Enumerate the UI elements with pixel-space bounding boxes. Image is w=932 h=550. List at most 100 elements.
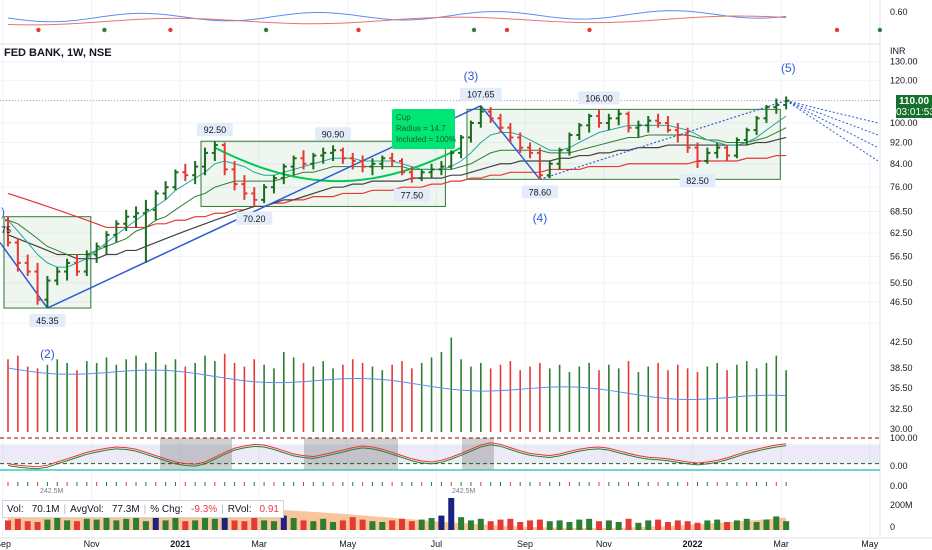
- lower-volume-bar: [113, 520, 120, 530]
- sell-signal-dot: [168, 27, 173, 33]
- lower-volume-bar: [605, 520, 612, 530]
- price-label-box: [521, 185, 558, 199]
- time-axis-tick: May: [861, 539, 879, 549]
- time-axis-tick: Jul: [431, 539, 443, 549]
- lower-volume-bar: [93, 519, 100, 530]
- volume-peak-label: 242.5M: [40, 488, 64, 495]
- price-axis-tick: 92.00: [890, 137, 913, 147]
- lower-volume-bar: [635, 522, 642, 530]
- currency-label: INR: [890, 46, 906, 56]
- price-label-cut: 75: [1, 225, 11, 235]
- time-axis-tick: May: [339, 539, 357, 549]
- price-candles: [5, 96, 790, 309]
- separator: |: [221, 503, 224, 515]
- cup-arc: [214, 146, 462, 183]
- lower-volume-bar: [24, 521, 31, 530]
- sell-signal-dot: [504, 27, 510, 33]
- chg-label: % Chg:: [150, 503, 184, 515]
- lower-volume-bar: [536, 519, 543, 530]
- sell-signal-dot: [587, 27, 592, 33]
- lower-volume-bar: [241, 521, 248, 530]
- sell-signal-dot: [36, 27, 41, 33]
- price-axis-tick: 84.00: [890, 159, 913, 169]
- indicator-line-red: [7, 15, 787, 26]
- lower-volume-bar: [418, 519, 425, 530]
- volume-axis-tick: 38.50: [890, 363, 913, 373]
- lower-volume-bar: [517, 522, 524, 530]
- oscillator-line-d: [7, 444, 787, 470]
- time-axis-tick: Sep: [0, 539, 11, 549]
- elliott-wave-label: (3): [464, 69, 479, 83]
- oscillator-axis-tick: 0.00: [890, 461, 908, 471]
- lower-volume-bar: [497, 519, 504, 530]
- bar-timer: 03:01:53: [896, 107, 932, 118]
- lower-volume-bar: [300, 520, 307, 530]
- price-label: 90.90: [322, 129, 345, 139]
- lower-volume-bar: [162, 520, 169, 530]
- price-label: 107.65: [467, 90, 495, 100]
- price-axis: 0.6042.5038.5035.5032.5030.00100.000.000…: [890, 7, 918, 532]
- volume-legend[interactable]: Vol: 70.1M | AvgVol: 77.3M | % Chg: -9.3…: [2, 500, 284, 518]
- lower-volume-bar: [339, 520, 346, 530]
- oscillator-highlight: [160, 438, 232, 470]
- lower-volume-bar: [664, 522, 671, 530]
- volume-histogram-panel: [7, 337, 787, 432]
- lower-volume-bar: [103, 518, 110, 530]
- lower-volume-bar: [674, 520, 681, 530]
- lower-volume-bar: [54, 517, 61, 530]
- price-axis-tick: 50.50: [890, 278, 913, 288]
- sell-signal-dot: [356, 27, 361, 33]
- price-axis-tick: 46.50: [890, 297, 913, 307]
- time-axis-tick: Mar: [773, 539, 789, 549]
- time-axis-tick: Nov: [84, 539, 101, 549]
- lower-volume-bar: [743, 518, 750, 530]
- price-label-box: [315, 127, 352, 141]
- lower-volume-bar: [773, 516, 780, 530]
- elliott-wave-label: (4): [533, 211, 548, 225]
- price-label: 70.20: [243, 214, 266, 224]
- volume-axis-tick: 35.50: [890, 383, 913, 393]
- oscillator-panel: [0, 437, 880, 471]
- lower-volume-bar: [408, 521, 415, 530]
- buy-signal-dot: [877, 27, 883, 33]
- lower-axis-tick: 200M: [890, 500, 913, 510]
- lower-volume-bar: [507, 518, 514, 530]
- lower-volume-bar: [202, 516, 208, 530]
- lower-volume-bar: [270, 521, 277, 530]
- volume-axis-tick: 30.00: [890, 424, 913, 434]
- lower-volume-bar: [142, 521, 149, 530]
- lower-volume-bar: [714, 519, 721, 530]
- ticker-title: FED BANK, 1W, NSE: [4, 47, 112, 59]
- lower-volume-bar: [655, 519, 662, 530]
- avgvol-label: AvgVol:: [70, 503, 104, 515]
- lower-volume-bar: [596, 521, 602, 530]
- lower-volume-bar: [428, 518, 435, 530]
- lower-volume-bar: [251, 517, 258, 530]
- rvol-label: RVol:: [227, 503, 252, 515]
- sell-signal-dot: [834, 27, 840, 33]
- lower-volume-bar: [221, 514, 228, 530]
- cup-info-line: Cup: [396, 113, 411, 122]
- lower-volume-bar: [783, 521, 790, 530]
- lower-volume-bar: [172, 518, 179, 530]
- time-axis-tick: Sep: [517, 539, 533, 549]
- lower-volume-bar: [231, 520, 238, 530]
- price-label-box: [29, 314, 66, 328]
- ema-fast-line: [7, 115, 787, 268]
- buy-signal-dot: [263, 27, 269, 33]
- price-label-box: [393, 188, 430, 202]
- avgvol-value: 77.3M: [111, 503, 140, 515]
- lower-volume-bar: [5, 520, 11, 530]
- price-label: 45.35: [36, 316, 59, 326]
- lower-volume-bar: [477, 518, 484, 530]
- lower-volume-bar: [566, 522, 573, 530]
- price-axis-tick: 100.00: [890, 118, 918, 128]
- lower-volume-bar: [704, 520, 711, 530]
- top-indicator-panel: [7, 10, 883, 33]
- price-label-box: [236, 211, 273, 225]
- last-price: 110.00: [898, 96, 930, 107]
- lower-volume-bar: [44, 519, 51, 530]
- lower-volume-bar: [14, 518, 21, 530]
